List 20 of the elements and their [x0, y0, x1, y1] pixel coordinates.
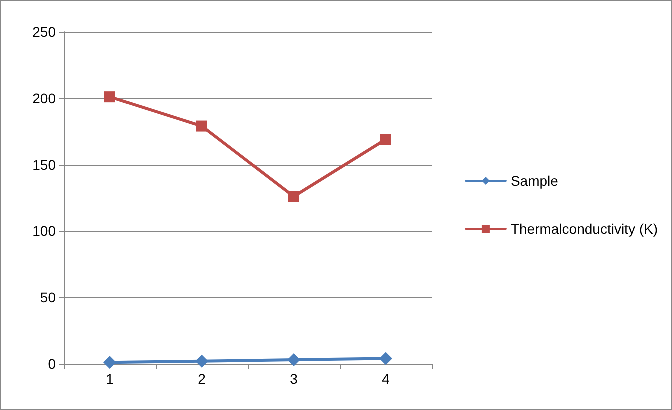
point — [196, 354, 208, 368]
x-tick-label: 2 — [198, 371, 206, 387]
point — [104, 356, 116, 370]
legend-label: Sample — [510, 173, 559, 189]
y-tick-label: 0 — [48, 356, 56, 372]
point — [288, 354, 300, 367]
y-tick-label: 50 — [40, 290, 56, 306]
legend-label: Thermalconductivity (K) — [510, 221, 658, 237]
point — [196, 120, 208, 132]
point — [380, 352, 392, 366]
y-tick-label: 150 — [32, 156, 56, 173]
point — [288, 191, 300, 202]
x-tick-label: 3 — [290, 371, 298, 387]
y-tick-label: 100 — [32, 223, 56, 240]
y-tick-label: 200 — [32, 90, 56, 106]
x-tick-label: 1 — [106, 371, 114, 387]
point — [380, 134, 392, 146]
point — [104, 92, 116, 103]
x-tick-label: 4 — [382, 371, 390, 387]
y-tick-label: 250 — [32, 24, 56, 40]
